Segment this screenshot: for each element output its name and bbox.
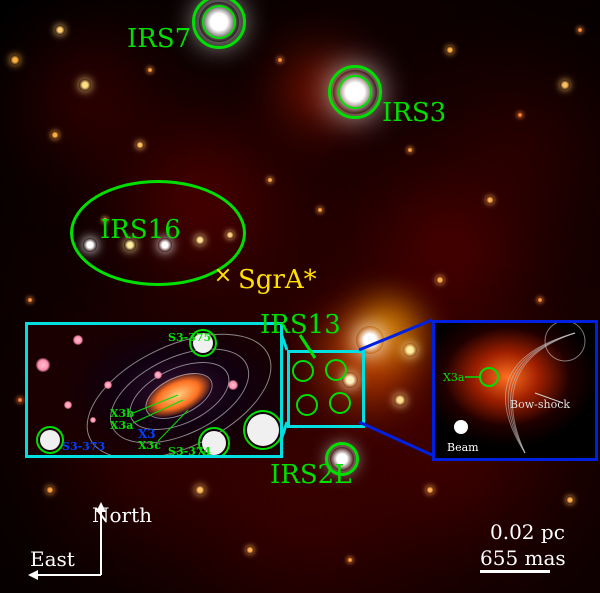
irs7-label: IRS7 — [127, 24, 191, 54]
irs13-label: IRS13 — [260, 310, 341, 340]
cyan-inset-label-x3a: X3a — [110, 419, 133, 432]
irs2l-label: IRS2L — [270, 460, 351, 490]
compass-north-line — [100, 510, 102, 575]
cyan-inset-panel: S3-375S3-373S3-374X3bX3aX3cX3 — [25, 322, 283, 458]
figure-root: S3-375S3-373S3-374X3bX3aX3cX3 X3aBow-sho… — [0, 0, 600, 593]
east-label: East — [30, 547, 75, 571]
blue-inset-label-beam: Beam — [447, 441, 479, 454]
cyan-inset-label-x3: X3 — [138, 427, 156, 441]
blue-inset-label-x3a: X3a — [443, 371, 464, 384]
compass-north-arrowhead — [96, 502, 106, 512]
compass-east-line — [36, 574, 101, 576]
scale-mas-label: 655 mas — [480, 546, 566, 570]
blue-inset-label-bow: Bow-shock — [510, 398, 570, 411]
scale-bar — [480, 570, 550, 573]
compass-east-arrowhead — [28, 570, 38, 580]
cyan-inset-label-s3_374: S3-374 — [168, 445, 211, 458]
irs3-label: IRS3 — [382, 98, 446, 128]
cyan-inset-label-s3_373: S3-373 — [62, 440, 105, 453]
sgra-label: SgrA* — [238, 265, 317, 295]
connector-lines — [0, 0, 600, 593]
irs16-label: IRS16 — [100, 215, 181, 245]
scale-pc-label: 0.02 pc — [490, 520, 565, 544]
cyan-inset-label-s3_375: S3-375 — [168, 331, 211, 344]
blue-inset-x3a-tick — [435, 323, 595, 458]
beam-dot — [454, 420, 468, 434]
blue-inset-panel: X3a Bow-shock Beam — [432, 320, 598, 461]
